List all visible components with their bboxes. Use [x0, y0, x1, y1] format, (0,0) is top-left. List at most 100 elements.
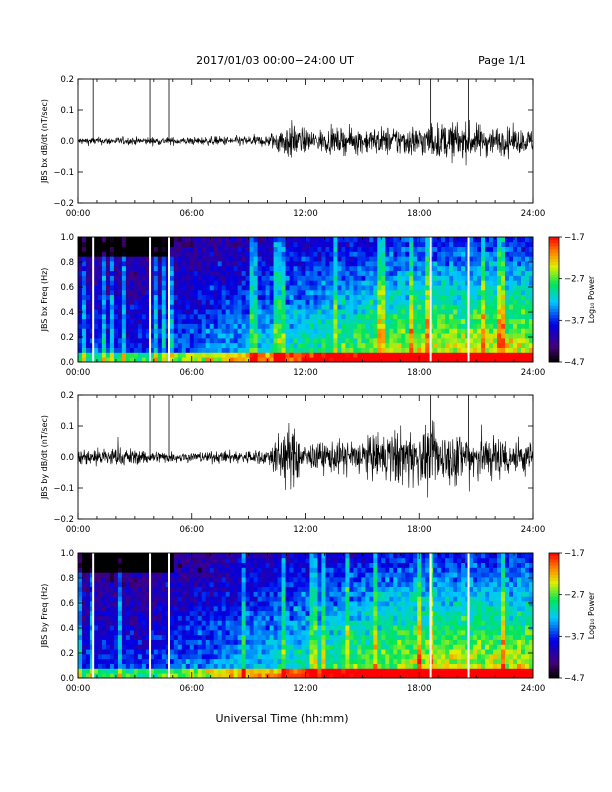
spectrogram-cell — [321, 246, 326, 252]
spectrogram-cell — [485, 270, 490, 276]
spectrogram-cell — [417, 285, 422, 291]
spectrogram-cell — [293, 615, 298, 621]
spectrogram-cell — [301, 629, 306, 636]
spectrogram-cell — [169, 591, 175, 597]
spectrogram-cell — [197, 246, 203, 252]
spectrogram-cell — [425, 347, 430, 353]
spectrogram-cell — [89, 313, 95, 320]
spectrogram-cell — [417, 256, 422, 262]
spectrogram-cell — [325, 658, 330, 664]
spectrogram-cell — [341, 591, 346, 597]
spectrogram-cell — [113, 309, 119, 315]
spectrogram-cell — [161, 241, 167, 248]
spectrogram-cell — [377, 270, 382, 276]
spectrogram-cell — [361, 299, 366, 305]
spectrogram-cell — [121, 610, 127, 616]
spectrogram-cell — [361, 280, 366, 286]
spectrogram-cell — [433, 261, 438, 267]
spectrogram-cell — [145, 658, 151, 664]
spectrogram-cell — [369, 299, 374, 305]
spectrogram-cell — [169, 309, 175, 315]
spectrogram-cell — [409, 313, 414, 320]
spectrogram-cell — [101, 586, 107, 592]
spectrogram-cell — [317, 653, 322, 660]
spectrogram-cell — [281, 605, 286, 612]
spectrogram-cell — [281, 261, 286, 267]
spectrogram-cell — [273, 586, 278, 592]
spectrogram-cell — [457, 294, 462, 300]
spectrogram-cell — [297, 649, 302, 655]
spectrogram-cell — [113, 658, 119, 664]
spectrogram-cell — [105, 658, 111, 664]
spectrogram-cell — [121, 347, 127, 353]
spectrogram-cell — [241, 562, 247, 568]
spectrogram-cell — [117, 658, 123, 664]
spectrogram-cell — [137, 304, 143, 310]
spectrogram-cell — [173, 256, 179, 262]
spectrogram-cell — [477, 241, 482, 248]
spectrogram-cell — [241, 309, 247, 315]
spectrogram-cell — [129, 337, 135, 344]
spectrogram-cell — [501, 256, 506, 262]
spectrogram-cell — [365, 246, 370, 252]
spectrogram-cell — [205, 673, 211, 679]
spectrogram-cell — [249, 557, 255, 564]
spectrogram-cell — [273, 261, 278, 267]
spectrogram-cell — [381, 299, 386, 305]
spectrogram-cell — [149, 280, 155, 286]
spectrogram-cell — [317, 285, 322, 291]
spectrogram-cell — [78, 591, 83, 597]
spectrogram-cell — [249, 357, 255, 363]
spectrogram-cell — [145, 634, 151, 640]
spectrogram-cell — [241, 337, 247, 344]
spectrogram-cell — [121, 256, 127, 262]
spectrogram-cell — [205, 251, 211, 257]
spectrogram-cell — [225, 294, 231, 300]
spectrogram-cell — [245, 275, 251, 281]
spectrogram-cell — [525, 294, 530, 300]
spectrogram-cell — [193, 673, 199, 679]
spectrogram-cell — [213, 275, 219, 281]
spectrogram-cell — [221, 265, 227, 272]
spectrogram-cell — [309, 304, 314, 310]
colorbar-segment — [549, 330, 559, 335]
spectrogram-cell — [361, 323, 366, 329]
spectrogram-cell — [353, 333, 358, 339]
spectrogram-cell — [97, 347, 103, 353]
spectrogram-cell — [413, 256, 418, 262]
spectrogram-cell — [181, 649, 187, 655]
spectrogram-cell — [113, 629, 119, 636]
spectrogram-cell — [78, 357, 83, 363]
spectrogram-cell — [93, 625, 99, 631]
spectrogram-cell — [285, 634, 290, 640]
spectrogram-cell — [185, 304, 191, 310]
spectrogram-cell — [153, 251, 159, 257]
spectrogram-cell — [457, 323, 462, 329]
spectrogram-cell — [285, 333, 290, 339]
spectrogram-cell — [201, 309, 207, 315]
spectrogram-cell — [257, 333, 262, 339]
spectrogram-cell — [161, 280, 167, 286]
spectrogram-cell — [321, 567, 326, 573]
spectrogram-cell — [489, 256, 494, 262]
spectrogram-cell — [217, 577, 223, 583]
spectrogram-cell — [173, 601, 179, 607]
spectrogram-cell — [365, 256, 370, 262]
spectrogram-cell — [78, 241, 83, 248]
spectrogram-cell — [321, 237, 326, 243]
spectrogram-cell — [213, 644, 219, 650]
spectrogram-cell — [509, 251, 514, 257]
spectrogram-cell — [497, 241, 502, 248]
spectrogram-cell — [78, 567, 83, 573]
spectrogram-cell — [425, 313, 430, 320]
spectrogram-cell — [93, 318, 99, 324]
spectrogram-cell — [245, 342, 251, 348]
spectrogram-cell — [181, 620, 187, 626]
spectrogram-cell — [129, 304, 135, 310]
spectrogram-cell — [209, 562, 215, 568]
spectrogram-cell — [193, 649, 199, 655]
spectrogram-cell — [237, 572, 243, 578]
spectrogram-cell — [125, 572, 131, 578]
spectrogram-cell — [173, 241, 179, 248]
spectrogram-cell — [189, 318, 195, 324]
